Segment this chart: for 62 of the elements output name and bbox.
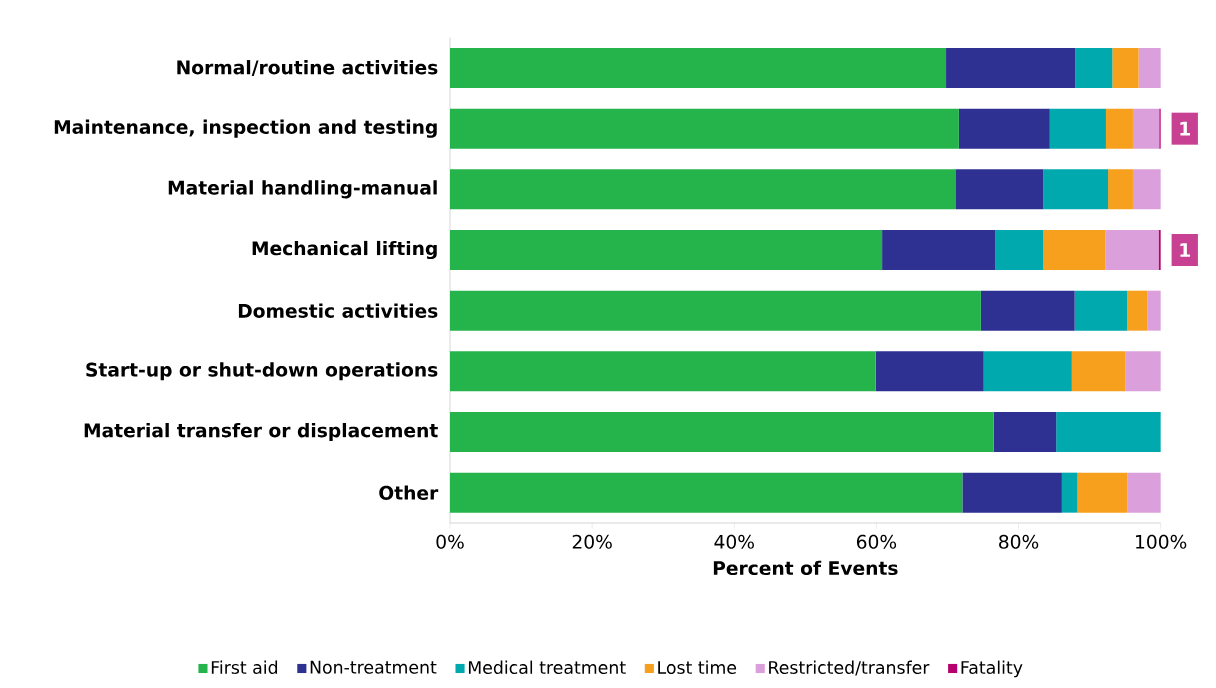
bar	[1125, 351, 1161, 392]
bar	[946, 48, 1076, 89]
bar	[1105, 230, 1159, 270]
x-tick-label: 60%	[856, 534, 897, 549]
legend-label: First aid	[211, 660, 278, 675]
bar	[450, 290, 981, 331]
bar	[958, 108, 1050, 149]
bar	[980, 290, 1075, 331]
bar	[1056, 412, 1161, 452]
bar	[450, 169, 956, 210]
bar	[1108, 169, 1133, 210]
bar	[1043, 230, 1106, 270]
bar	[1077, 472, 1128, 513]
bar	[1061, 472, 1078, 513]
bar	[1132, 108, 1160, 149]
x-axis-title: Percent of Events	[713, 560, 898, 576]
legend-label: Medical treatment	[468, 660, 626, 675]
bar	[875, 351, 984, 392]
y-tick-label: Maintenance, inspection and testing	[54, 119, 437, 138]
bar	[1049, 108, 1106, 149]
annotation: 1	[1180, 121, 1190, 136]
x-tick-label: 100%	[1136, 534, 1187, 549]
x-tick-label: 0%	[436, 534, 464, 549]
bar	[1132, 169, 1161, 210]
legend-label: Lost time	[658, 660, 737, 675]
bar	[1127, 472, 1161, 513]
bar	[450, 230, 883, 270]
bar	[1147, 290, 1161, 331]
y-tick-label: Normal/routine activities	[177, 60, 438, 76]
bar	[983, 351, 1072, 392]
y-tick-label: Mechanical lifting	[252, 240, 437, 260]
y-tick-label: Material transfer or displacement	[84, 422, 438, 442]
bar	[1071, 351, 1126, 392]
bar	[962, 472, 1062, 513]
y-tick-label: Other	[379, 485, 439, 500]
y-tick-label: Material handling-manual	[168, 180, 437, 199]
legend-label: Fatality	[961, 660, 1023, 678]
bar	[1074, 290, 1128, 331]
x-tick-label: 20%	[572, 534, 612, 549]
bar	[450, 351, 876, 392]
legend-label: Restricted/transfer	[769, 660, 930, 676]
bar	[450, 108, 959, 149]
bar	[1158, 230, 1161, 270]
bar	[1105, 108, 1133, 149]
bar	[1112, 48, 1139, 89]
bar	[1075, 48, 1113, 89]
x-tick-label: 80%	[999, 534, 1039, 549]
bar	[450, 472, 963, 513]
bar	[1043, 169, 1109, 210]
bar	[995, 230, 1044, 270]
bar	[1127, 290, 1148, 331]
bar	[882, 230, 996, 270]
x-tick-label: 40%	[714, 534, 754, 549]
y-tick-label: Start-up or shut-down operations	[86, 362, 438, 381]
bar	[450, 412, 994, 452]
bar	[1138, 48, 1161, 89]
bar	[450, 48, 947, 89]
legend-label: Non-treatment	[310, 660, 437, 674]
annotation: 1	[1180, 243, 1190, 257]
bar	[955, 169, 1044, 210]
bar	[993, 412, 1057, 452]
y-tick-label: Domestic activities	[238, 303, 438, 318]
